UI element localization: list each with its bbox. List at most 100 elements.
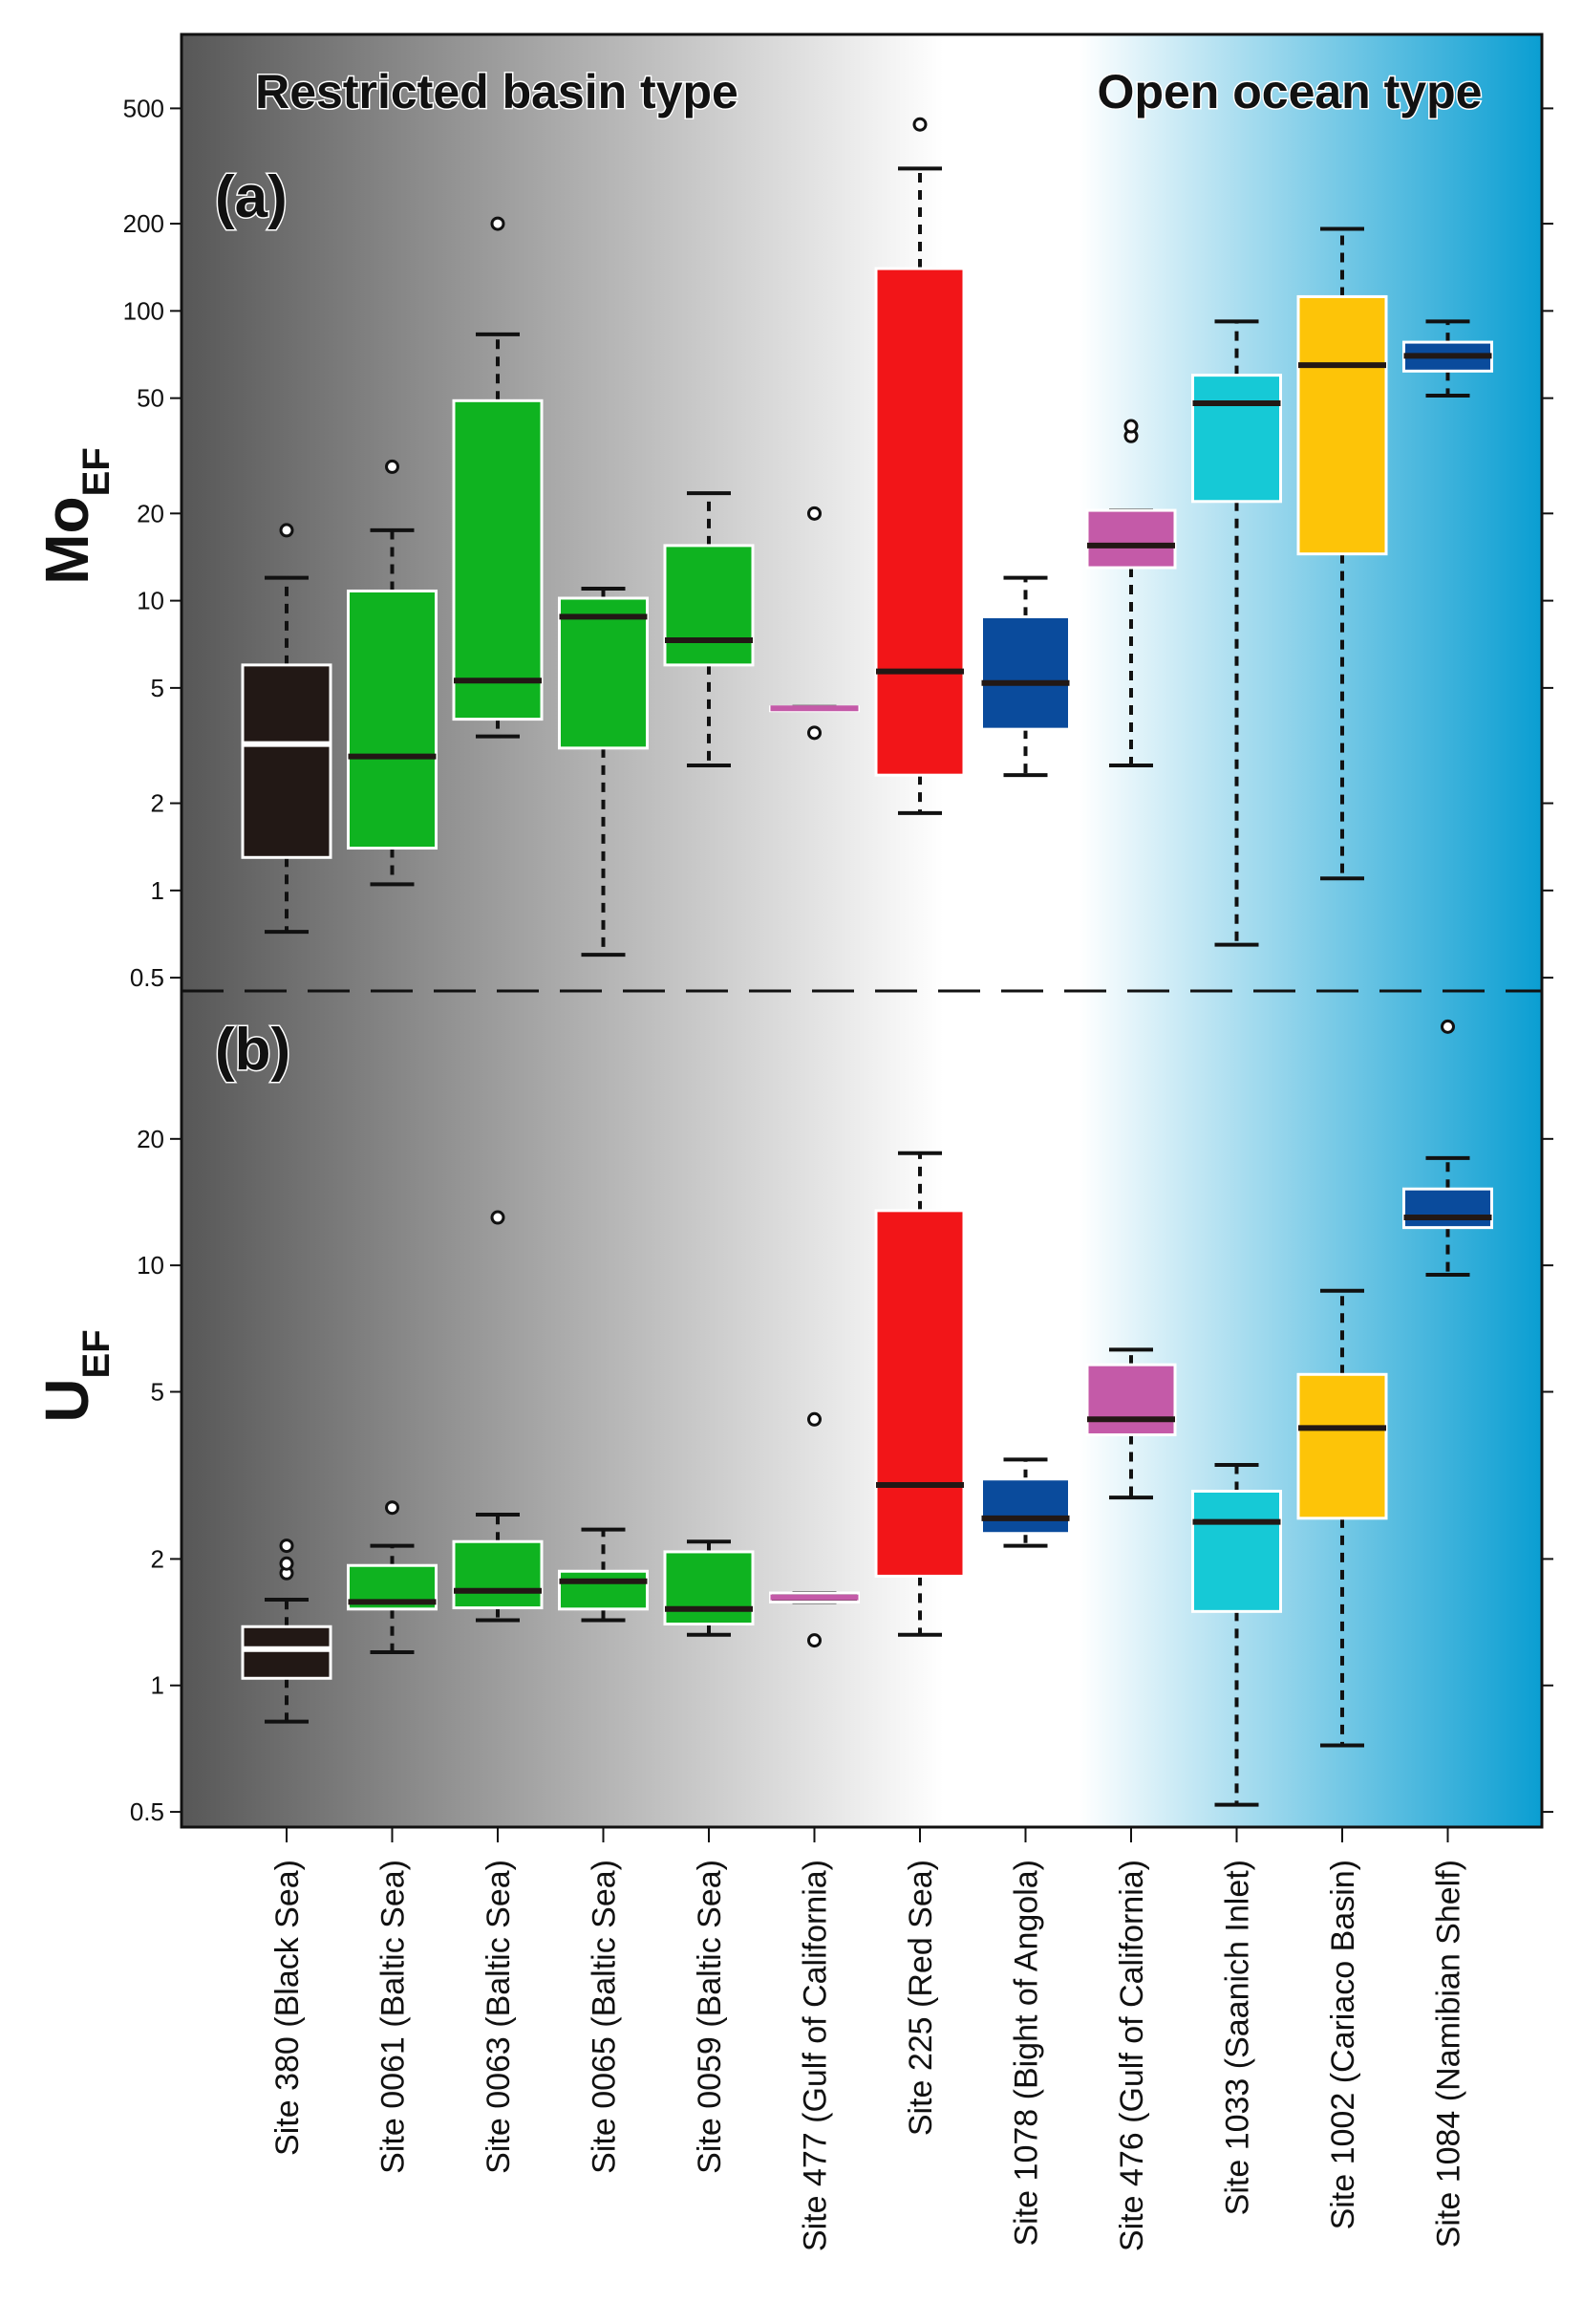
box-group [241,1539,332,1724]
box-iqr [558,596,649,750]
box-iqr [558,1569,649,1611]
box-group [1402,1019,1493,1277]
y-tick-label: 100 [123,296,164,325]
outlier-point [490,216,505,231]
box-iqr [1191,374,1282,504]
box-iqr [347,589,438,850]
y-tick-label: 0.5 [130,1797,164,1826]
category-label: Site 1033 (Saanich Inlet) [1220,1860,1256,2215]
box-iqr [1296,1372,1388,1520]
category-label: Site 0063 (Baltic Sea) [481,1860,517,2174]
category-label: Site 476 (Gulf of California) [1114,1860,1150,2251]
box-iqr [1402,1187,1493,1230]
outlier-point [279,523,294,538]
box-iqr [980,614,1071,731]
box-group [874,1151,966,1637]
box-group [769,1411,860,1648]
y-tick-label: 1 [151,1671,164,1700]
region-label-restricted: Restricted basin type [255,65,738,118]
x-axis-ticks [286,1827,1449,1842]
box-group [980,575,1071,778]
category-label: Site 0065 (Baltic Sea) [587,1860,623,2174]
y-tick-label: 5 [151,674,164,702]
box-iqr [874,1209,966,1578]
outlier-point [1123,419,1139,434]
outlier-point [807,1411,822,1427]
category-label: Site 380 (Black Sea) [269,1860,306,2156]
outlier-point [807,725,822,741]
category-label: Site 1078 (Bight of Angola) [1009,1860,1045,2247]
box-group [1191,1462,1282,1807]
category-label: Site 1002 (Cariaco Basin) [1325,1860,1361,2229]
box-iqr [1085,508,1177,570]
y-axis-title-b-sub: EF [75,1329,118,1378]
box-group [241,523,332,935]
box-group [347,459,438,887]
y-tick-label: 20 [137,1125,164,1153]
outlier-point [1441,1019,1455,1034]
box-iqr [980,1477,1071,1536]
box-iqr [452,1539,544,1610]
box-iqr [241,1625,332,1680]
category-label: Site 0061 (Baltic Sea) [375,1860,412,2174]
y-tick-label: 50 [137,384,164,413]
panel-label-a: (a) [215,164,288,230]
box-group [1402,319,1493,398]
box-group [1296,226,1388,881]
box-iqr [452,398,544,721]
region-label-open-ocean: Open ocean type [1098,65,1483,118]
outlier-point [385,1500,399,1516]
box-iqr [1296,294,1388,556]
box-group [769,506,860,741]
category-label: Site 225 (Red Sea) [903,1860,939,2136]
outlier-point [279,1556,294,1571]
box-group [663,1539,755,1637]
box-group [980,1457,1071,1548]
box-group [1085,419,1177,768]
box-iqr [1085,1363,1177,1436]
y-axis-ticks: 0.5 1 2 5 10 20 50 100 200 500 0.5 1 2 5 10 20 [123,94,1553,1826]
outlier-point [807,506,822,521]
category-label: Site 477 (Gulf of California) [798,1860,834,2251]
plot-frame [180,32,1544,1829]
box-group [663,491,755,768]
outlier-point [385,459,399,474]
box-iqr [241,663,332,859]
y-tick-label: 20 [137,499,164,527]
box-group [1085,1347,1177,1500]
y-axis-title-b-main: U [32,1378,101,1422]
outlier-point [807,1633,822,1648]
y-tick-label: 200 [123,209,164,238]
outlier-point [490,1210,505,1225]
panel-label-b: (b) [215,1017,290,1083]
box-group [1191,319,1282,947]
box-group [452,1210,544,1623]
y-axis-title-b: UEF [32,1329,118,1422]
category-label: Site 0059 (Baltic Sea) [692,1860,728,2174]
y-tick-label: 2 [151,1544,164,1573]
y-axis-title-a-sub: EF [75,447,118,496]
y-tick-label: 10 [137,587,164,615]
y-tick-label: 5 [151,1377,164,1406]
box-plots [241,117,1493,1807]
y-tick-label: 10 [137,1251,164,1280]
y-tick-label: 500 [123,94,164,122]
y-tick-label: 2 [151,789,164,818]
box-group [874,117,966,815]
box-group [1296,1288,1388,1748]
box-group [347,1500,438,1654]
y-tick-label: 1 [151,876,164,905]
outlier-point [912,117,928,132]
box-iqr [663,544,755,667]
y-axis-title-a: MoEF [32,447,118,585]
box-iqr [1191,1489,1282,1613]
box-group [558,1527,649,1623]
category-label: Site 1084 (Namibian Shelf) [1431,1860,1467,2248]
box-iqr [663,1550,755,1626]
box-group [558,587,649,958]
x-axis-category-labels: Site 380 (Black Sea) Site 0061 (Baltic Se… [269,1860,1467,2251]
box-iqr [874,267,966,777]
y-axis-title-a-main: Mo [32,496,101,584]
outlier-point [279,1539,294,1554]
